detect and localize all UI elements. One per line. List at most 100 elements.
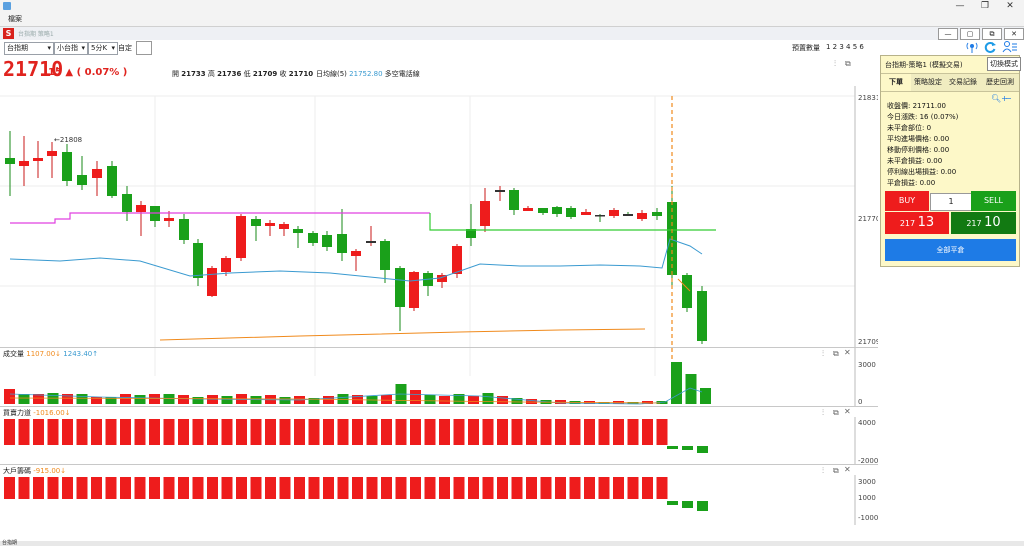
chart-settings-icon[interactable]: ⫶	[834, 59, 836, 68]
info-realized-pnl: 平倉損益: 0.00	[887, 179, 936, 187]
power-bar	[482, 419, 494, 445]
tab-backtest[interactable]: 歷史回測	[981, 74, 1019, 91]
open-value: 21733	[181, 70, 206, 78]
green-stop-line	[429, 213, 716, 231]
user-list-icon[interactable]	[1002, 40, 1018, 54]
power-bar	[366, 419, 378, 445]
power-settings-icon[interactable]: ⫶	[822, 408, 824, 417]
sub-restore-icon[interactable]: ▢	[960, 28, 980, 40]
close-label: 收	[279, 70, 287, 78]
open-label: 開	[172, 70, 179, 78]
candle	[637, 210, 647, 221]
maximize-icon[interactable]: ❐	[980, 1, 990, 11]
tab-strategy[interactable]: 策略設定	[911, 74, 945, 91]
close-all-button[interactable]: 全部平倉	[885, 239, 1016, 261]
candle	[62, 144, 72, 186]
big-bar	[33, 477, 44, 499]
buy-price-value: 13	[917, 215, 935, 230]
big-panel-title: 大戶籌碼 -915.00↓	[3, 466, 66, 476]
status-tab[interactable]: 台指期	[2, 540, 18, 546]
big-bar	[221, 477, 233, 499]
zoom-out-icon[interactable]: −	[1005, 94, 1012, 103]
menu-bar: 檔案	[0, 12, 1024, 27]
big-settings-icon[interactable]: ⫶	[822, 466, 824, 475]
big-close-icon[interactable]: ✕	[844, 465, 851, 474]
big-copy-icon[interactable]: ⧉	[833, 466, 839, 475]
interval-select[interactable]: 5分K ▾	[88, 42, 118, 55]
candle	[552, 206, 562, 217]
volume-bar	[511, 398, 523, 404]
power-bar	[265, 419, 276, 445]
quantity-input[interactable]: 1	[930, 193, 972, 211]
power-bar	[395, 419, 407, 445]
sub-tile-icon[interactable]: ⧉	[982, 28, 1002, 40]
chart-copy-icon[interactable]: ⧉	[845, 59, 851, 68]
ma-summary: 日均線(5) 21752.80 多空電話線	[316, 69, 420, 79]
candle	[509, 188, 519, 215]
big-bar	[555, 477, 566, 499]
big-bar	[569, 477, 581, 499]
power-chart: 4000 -2000	[4, 417, 878, 465]
power-bar	[511, 419, 523, 445]
buy-price-button[interactable]: 217 13	[885, 212, 949, 234]
peak-marker: ←21808	[54, 136, 82, 144]
broadcast-icon[interactable]	[965, 40, 979, 54]
big-bar	[265, 477, 276, 499]
close-icon[interactable]: ✕	[1006, 1, 1014, 11]
big-bar	[18, 477, 30, 499]
sub-minimize-icon[interactable]: —	[938, 28, 958, 40]
sell-price-value: 10	[984, 215, 1001, 230]
volume-bar	[308, 398, 320, 404]
big-bar	[526, 477, 537, 499]
power-copy-icon[interactable]: ⧉	[833, 408, 839, 417]
big-title: 大戶籌碼	[3, 467, 31, 475]
big-bar	[439, 477, 450, 499]
candle	[136, 201, 146, 236]
big-bar	[482, 477, 494, 499]
switch-mode-button[interactable]: 切換模式	[987, 57, 1021, 71]
power-close-icon[interactable]: ✕	[844, 407, 851, 416]
big-bar	[149, 477, 160, 499]
power-bar	[424, 419, 436, 445]
buy-button[interactable]: BUY	[885, 191, 929, 211]
volume-bar	[33, 394, 44, 404]
candle	[122, 186, 132, 221]
candle	[150, 206, 160, 227]
grid	[0, 95, 855, 376]
magenta-line	[10, 212, 430, 224]
zoom-in-icon[interactable]: 🔍︎+	[991, 94, 1008, 103]
big-bar	[424, 477, 436, 499]
candle	[47, 142, 57, 178]
volume-copy-icon[interactable]: ⧉	[833, 349, 839, 358]
volume-close-icon[interactable]: ✕	[844, 348, 851, 357]
menu-file[interactable]: 檔案	[8, 15, 22, 23]
power-bar	[294, 419, 305, 445]
price-axis-mid: 21770	[858, 215, 878, 223]
symbol-select[interactable]: 台指期 ▾	[4, 42, 54, 55]
sub-close-icon[interactable]: ✕	[1004, 28, 1024, 40]
panel-divider	[0, 464, 878, 465]
power-value: -1016.00↓	[33, 409, 71, 417]
volume-bar	[192, 397, 204, 404]
power-bar	[598, 419, 610, 445]
power-bar	[497, 419, 508, 445]
sell-price-button[interactable]: 217 10	[951, 212, 1016, 234]
minimize-icon[interactable]: —	[955, 1, 965, 11]
tab-trade-log[interactable]: 交易記錄	[945, 74, 981, 91]
big-bar	[598, 477, 610, 499]
candle	[337, 209, 347, 261]
power-bar	[627, 419, 639, 445]
refresh-icon[interactable]	[983, 40, 997, 54]
volume-settings-icon[interactable]: ⫶	[822, 349, 824, 358]
ma-line	[9, 238, 703, 282]
volume-bar	[62, 394, 73, 404]
custom-input[interactable]	[136, 41, 152, 55]
preset-qty-numbers[interactable]: 1 2 3 4 5 6	[826, 43, 864, 51]
trading-panel: 台指期-策略1 (模擬交易) 切換模式 下單 策略設定 交易記錄 歷史回測 🔍︎…	[880, 55, 1021, 267]
power-bar	[642, 419, 653, 445]
category-select[interactable]: 小台指 ▾	[54, 42, 88, 55]
power-bar	[4, 419, 15, 445]
power-bar	[221, 419, 233, 445]
sell-button[interactable]: SELL	[971, 191, 1016, 211]
tab-order[interactable]: 下單	[881, 74, 911, 91]
